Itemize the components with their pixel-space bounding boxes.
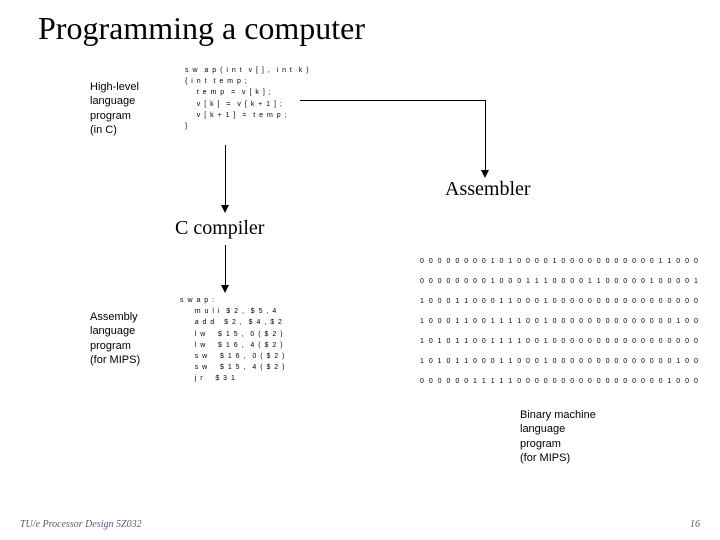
- binary-label: Binary machine language program (for MIP…: [520, 408, 596, 465]
- footer-right: 16: [690, 519, 700, 530]
- binary-line-5: 1 0 1 0 1 1 0 0 1 1 1 1 0 0 1 0 0 0 0 0 …: [420, 338, 699, 345]
- c-code: s w a p ( i n t v [ ] , i n t k ) { i n …: [185, 65, 310, 132]
- arrow-compiler-head: [221, 285, 229, 293]
- arrow-c-head: [221, 205, 229, 213]
- footer-left: TU/e Processor Design 5Z032: [20, 519, 142, 530]
- binary-line-4: 1 0 0 0 1 1 0 0 1 1 1 1 0 0 1 0 0 0 0 0 …: [420, 318, 699, 325]
- assembler-label: Assembler: [445, 178, 531, 201]
- arrow-compiler-down: [225, 245, 226, 285]
- binary-line-3: 1 0 0 0 1 1 0 0 0 1 1 0 0 0 1 0 0 0 0 0 …: [420, 298, 699, 305]
- binary-line-7: 0 0 0 0 0 0 1 1 1 1 1 0 0 0 0 0 0 0 0 0 …: [420, 378, 699, 385]
- page-title: Programming a computer: [38, 10, 365, 47]
- arrow-assembler-head: [481, 170, 489, 178]
- line-c-down: [485, 100, 486, 170]
- binary-line-2: 0 0 0 0 0 0 0 0 1 0 0 0 1 1 1 0 0 0 0 1 …: [420, 278, 699, 285]
- binary-line-1: 0 0 0 0 0 0 0 0 1 0 1 0 0 0 0 1 0 0 0 0 …: [420, 258, 699, 265]
- asm-label: Assembly language program (for MIPS): [90, 310, 140, 367]
- hl-label: High-level language program (in C): [90, 80, 139, 137]
- arrow-c-to-compiler: [225, 145, 226, 205]
- compiler-label: C compiler: [175, 217, 264, 240]
- binary-line-6: 1 0 1 0 1 1 0 0 0 1 1 0 0 0 1 0 0 0 0 0 …: [420, 358, 699, 365]
- line-c-right: [300, 100, 485, 101]
- asm-code: s w a p : m u l i $ 2 , $ 5 , 4 a d d $ …: [180, 295, 285, 385]
